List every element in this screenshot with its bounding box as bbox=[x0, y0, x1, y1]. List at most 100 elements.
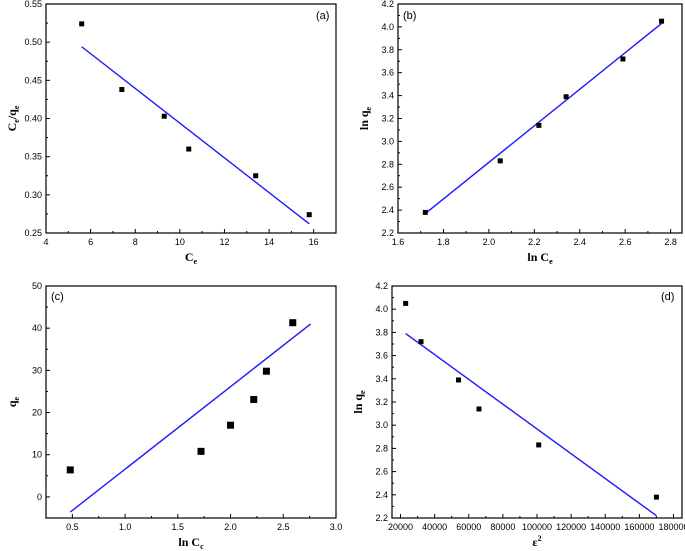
data-point bbox=[262, 367, 270, 375]
x-tick-label: 14 bbox=[264, 237, 274, 247]
plot-frame bbox=[397, 3, 683, 234]
y-tick-label: 2.8 bbox=[375, 443, 388, 453]
data-point bbox=[250, 395, 258, 403]
x-axis-label: ε2 bbox=[532, 534, 541, 549]
y-tick-label: 3.0 bbox=[375, 420, 388, 430]
data-point bbox=[476, 406, 482, 412]
y-tick-label: 3.2 bbox=[375, 397, 388, 407]
y-axis-label: Ce/qe bbox=[5, 105, 21, 131]
panel-label: (a) bbox=[316, 10, 329, 22]
y-tick-label: 30 bbox=[32, 365, 42, 375]
x-tick-label: 20000 bbox=[388, 522, 413, 532]
y-tick-label: 3.6 bbox=[375, 351, 388, 361]
x-tick-label: 4 bbox=[43, 237, 48, 247]
x-axis-label: ln Cc bbox=[178, 535, 204, 551]
x-tick-label: 1.8 bbox=[437, 237, 450, 247]
data-point bbox=[456, 377, 462, 383]
panel-label: (d) bbox=[661, 291, 674, 303]
x-tick-label: 3.0 bbox=[330, 522, 343, 532]
y-tick-label: 3.4 bbox=[375, 374, 388, 384]
y-tick-label: 0.50 bbox=[24, 37, 42, 47]
y-tick-label: 3.8 bbox=[375, 327, 388, 337]
panel-label: (b) bbox=[403, 10, 416, 22]
data-point bbox=[659, 18, 665, 24]
fit-line bbox=[424, 22, 662, 215]
y-tick-label: 0.25 bbox=[24, 228, 42, 238]
data-point bbox=[227, 421, 235, 429]
data-point bbox=[306, 212, 312, 218]
x-tick-label: 2.6 bbox=[619, 237, 632, 247]
plot-frame bbox=[391, 285, 683, 519]
x-tick-label: 40000 bbox=[422, 522, 447, 532]
x-tick-label: 1.5 bbox=[172, 522, 185, 532]
x-tick-label: 2.5 bbox=[277, 522, 290, 532]
data-point bbox=[161, 113, 167, 119]
y-tick-label: 50 bbox=[32, 281, 42, 291]
x-tick-label: 180000 bbox=[658, 522, 685, 532]
chart-d: 20000 40000 60000 80000 100000 120000 140000 16… bbox=[351, 281, 685, 549]
x-tick-label: 1.0 bbox=[119, 522, 132, 532]
x-tick-label: 2.4 bbox=[574, 237, 587, 247]
y-tick-label: 2.6 bbox=[375, 467, 388, 477]
data-point bbox=[536, 442, 542, 448]
x-tick-label: 8 bbox=[133, 237, 138, 247]
y-tick-label: 4.0 bbox=[381, 22, 394, 32]
y-tick-label: 4.2 bbox=[375, 281, 388, 291]
y-tick-label: 4.2 bbox=[381, 0, 394, 9]
x-tick-label: 80000 bbox=[490, 522, 515, 532]
data-point bbox=[119, 86, 125, 92]
x-tick-label: 140000 bbox=[590, 522, 620, 532]
x-tick-label: 2.0 bbox=[224, 522, 237, 532]
x-tick-label: 100000 bbox=[522, 522, 552, 532]
data-point bbox=[497, 158, 503, 164]
data-point bbox=[422, 209, 428, 215]
data-point bbox=[66, 466, 74, 474]
y-tick-label: 0.45 bbox=[24, 75, 42, 85]
chart-b: 1.6 1.8 2.0 2.2 2.4 2.6 2.8 2.2 2.4 2.6 2.8 3.0 3.2 3… bbox=[357, 0, 683, 266]
y-tick-label: 0 bbox=[37, 492, 42, 502]
data-point bbox=[186, 146, 192, 152]
y-axis-label: qe bbox=[5, 396, 21, 407]
y-tick-label: 10 bbox=[32, 450, 42, 460]
x-tick-label: 160000 bbox=[624, 522, 654, 532]
y-tick-label: 3.0 bbox=[381, 136, 394, 146]
x-axis-label: ln Ce bbox=[527, 250, 553, 266]
y-tick-label: 20 bbox=[32, 408, 42, 418]
y-tick-label: 0.40 bbox=[24, 114, 42, 124]
y-tick-label: 2.4 bbox=[381, 205, 394, 215]
x-axis-label: Ce bbox=[185, 250, 198, 266]
x-tick-label: 16 bbox=[309, 237, 319, 247]
data-point bbox=[620, 56, 626, 62]
x-tick-label: 0.5 bbox=[66, 522, 79, 532]
data-point bbox=[253, 173, 259, 179]
y-tick-label: 0.30 bbox=[24, 190, 42, 200]
fit-line bbox=[69, 323, 312, 513]
y-tick-label: 2.6 bbox=[381, 182, 394, 192]
y-tick-label: 40 bbox=[32, 323, 42, 333]
data-point bbox=[197, 447, 205, 455]
y-tick-label: 3.4 bbox=[381, 91, 394, 101]
data-point bbox=[563, 94, 569, 100]
data-point bbox=[418, 339, 424, 345]
data-point bbox=[653, 494, 659, 500]
y-axis-label: ln qe bbox=[351, 390, 367, 414]
y-tick-label: 2.8 bbox=[381, 159, 394, 169]
plot-frame bbox=[45, 3, 337, 234]
fit-line bbox=[405, 332, 657, 517]
x-tick-label: 10 bbox=[175, 237, 185, 247]
y-tick-label: 0.55 bbox=[24, 0, 42, 9]
x-tick-label: 12 bbox=[219, 237, 229, 247]
panel-label: (c) bbox=[51, 291, 64, 303]
plot-frame bbox=[45, 285, 337, 519]
data-point bbox=[79, 21, 85, 27]
y-tick-label: 3.6 bbox=[381, 68, 394, 78]
data-point bbox=[289, 319, 297, 327]
y-axis-label: ln qe bbox=[357, 106, 373, 130]
y-tick-label: 4.0 bbox=[375, 304, 388, 314]
x-tick-label: 120000 bbox=[556, 522, 586, 532]
x-tick-label: 60000 bbox=[456, 522, 481, 532]
x-tick-label: 2.2 bbox=[528, 237, 541, 247]
x-tick-label: 6 bbox=[88, 237, 93, 247]
chart-a: 4 6 8 10 12 14 16 0.25 0.30 0.35 0.40 0.45 0.50 0.55 (… bbox=[5, 0, 337, 266]
